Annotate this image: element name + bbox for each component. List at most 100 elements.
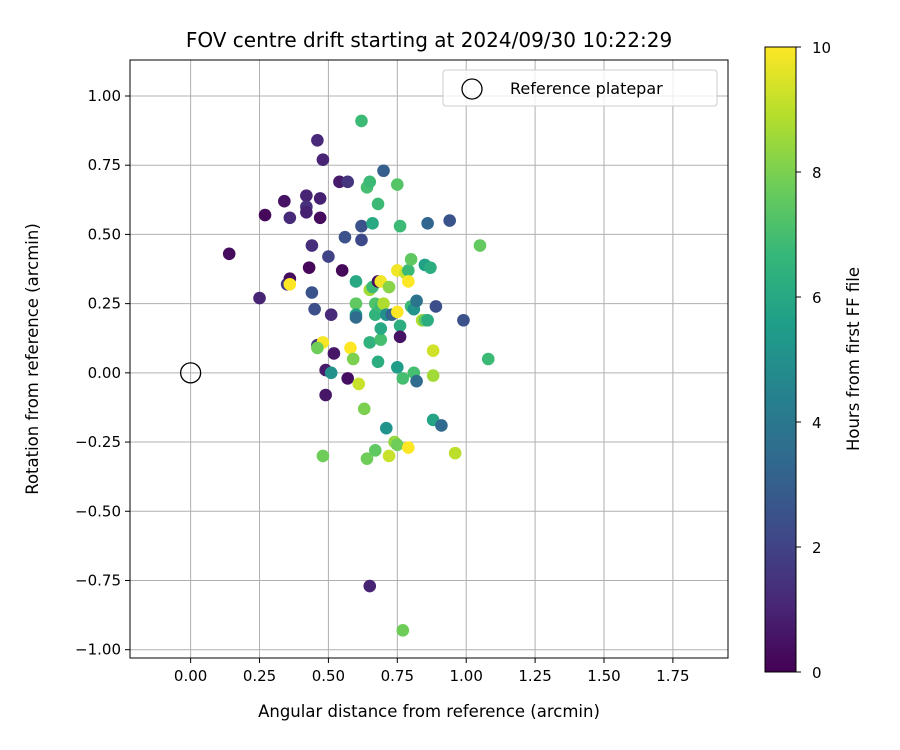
data-point (443, 214, 456, 227)
data-point (341, 175, 355, 189)
data-point (283, 211, 297, 225)
x-tick-label: 1.75 (656, 667, 689, 685)
data-point (404, 253, 418, 266)
data-point (327, 347, 341, 360)
colorbar-ticks: 0 2 4 6 8 10 (796, 39, 831, 682)
data-point (355, 114, 368, 128)
colorbar-tick-label: 2 (812, 539, 822, 557)
x-axis-label: Angular distance from reference (arcmin) (258, 702, 600, 721)
data-point (311, 341, 324, 355)
data-point (391, 305, 404, 319)
data-point (319, 388, 332, 402)
data-points (222, 114, 495, 637)
data-point (426, 369, 440, 382)
legend-reference-marker (461, 78, 483, 100)
axes-frame (129, 59, 729, 659)
data-point (391, 178, 404, 191)
colorbar-tick-label: 4 (812, 414, 822, 432)
data-point (402, 275, 415, 288)
data-point (396, 624, 410, 637)
data-point (253, 291, 266, 305)
x-tick-label: 0.50 (312, 667, 345, 685)
x-tick-label: 1.50 (587, 667, 620, 685)
data-point (379, 421, 393, 435)
data-point (349, 297, 363, 310)
data-point (355, 219, 368, 233)
data-point (421, 313, 434, 327)
axis-ticks: 0.00 0.25 0.50 0.75 1.00 1.25 1.50 1.75 −1.00 −0.… (75, 87, 690, 685)
data-point (371, 355, 385, 369)
data-point (421, 217, 434, 230)
y-tick-label: −0.25 (75, 433, 121, 451)
data-point (346, 352, 360, 366)
data-point (316, 449, 330, 463)
data-point (457, 313, 470, 327)
data-point (283, 277, 297, 291)
data-point (391, 361, 404, 374)
data-point (393, 330, 407, 344)
plot-area: 0.00 0.25 0.50 0.75 1.00 1.25 1.50 1.75 −1.00 −0.… (75, 59, 729, 685)
x-tick-label: 0.25 (243, 667, 276, 685)
data-point (363, 579, 377, 593)
data-point (324, 366, 338, 380)
x-tick-label: 1.00 (449, 667, 482, 685)
data-point (366, 217, 379, 230)
data-point (258, 208, 272, 222)
y-tick-label: 0.50 (88, 225, 121, 243)
data-point (374, 322, 388, 335)
data-point (363, 175, 377, 189)
data-point (371, 197, 385, 211)
data-point (377, 164, 390, 178)
data-point (278, 194, 291, 208)
y-tick-label: 0.25 (88, 295, 121, 313)
data-point (368, 444, 382, 457)
colorbar-tick-label: 0 (812, 664, 822, 682)
colorbar: 0 2 4 6 8 10 Hours from first FF file (764, 39, 863, 682)
y-tick-label: −1.00 (75, 641, 121, 659)
data-point (357, 402, 371, 416)
data-point (316, 153, 330, 166)
data-point (377, 297, 390, 310)
x-tick-label: 0.75 (381, 667, 414, 685)
data-point (396, 372, 410, 385)
data-point (313, 211, 327, 225)
y-tick-label: 0.00 (88, 364, 121, 382)
data-point (313, 192, 327, 205)
data-point (300, 189, 313, 202)
y-tick-label: 0.75 (88, 156, 121, 174)
colorbar-tick-label: 8 (812, 164, 822, 182)
data-point (352, 377, 366, 391)
data-point (308, 302, 321, 316)
x-tick-label: 1.25 (518, 667, 551, 685)
legend: Reference platepar (442, 69, 718, 107)
data-point (305, 239, 319, 252)
data-point (402, 441, 415, 454)
data-point (311, 133, 324, 147)
data-point (435, 419, 448, 432)
data-point (473, 239, 487, 252)
data-point (382, 280, 396, 294)
data-point (429, 300, 443, 313)
data-point (324, 308, 338, 322)
data-point (481, 352, 495, 366)
reference-marker-layer (179, 362, 202, 384)
chart-title: FOV centre drift starting at 2024/09/30 … (186, 28, 672, 52)
data-point (382, 449, 396, 463)
y-tick-label: 1.00 (88, 87, 121, 105)
data-point (402, 264, 415, 277)
y-tick-label: −0.50 (75, 502, 121, 520)
data-point (393, 219, 407, 233)
colorbar-gradient (764, 46, 797, 673)
legend-box (442, 69, 718, 107)
data-point (355, 233, 368, 247)
data-point (335, 264, 349, 277)
colorbar-tick-label: 6 (812, 289, 822, 307)
data-point (393, 319, 407, 333)
data-point (305, 286, 319, 299)
x-tick-label: 0.00 (174, 667, 207, 685)
data-point (338, 230, 352, 244)
data-point (222, 247, 236, 261)
data-point (363, 336, 377, 349)
